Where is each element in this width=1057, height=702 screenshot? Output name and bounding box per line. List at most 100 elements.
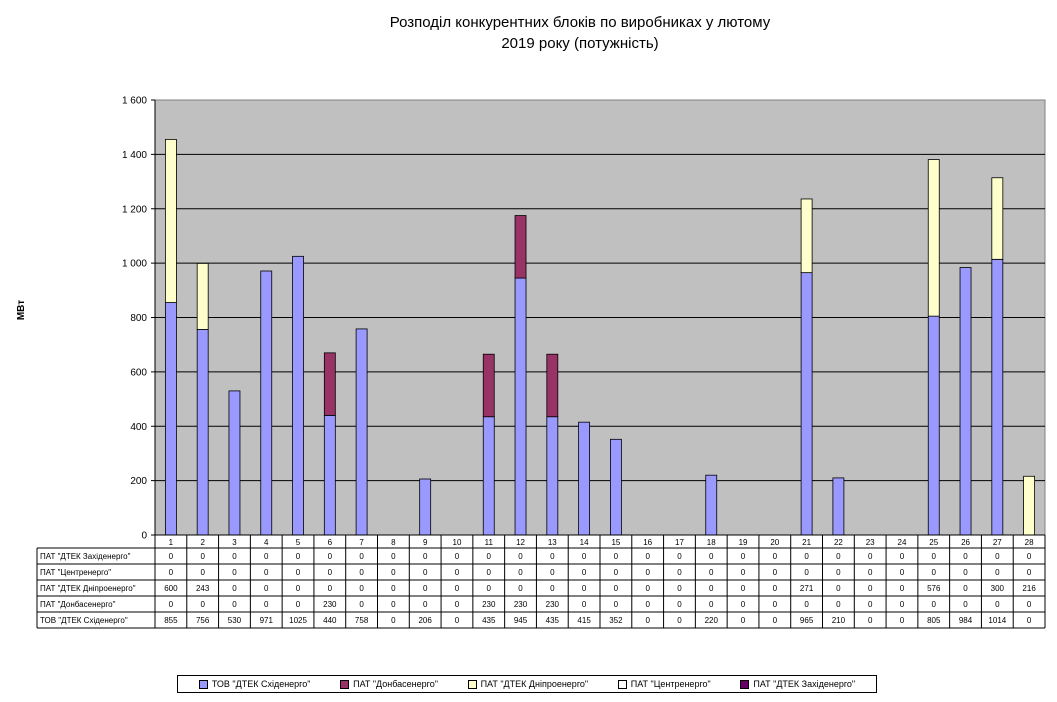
table-cell: 0 bbox=[963, 584, 968, 593]
table-cell: 0 bbox=[804, 600, 809, 609]
table-cell: 0 bbox=[741, 616, 746, 625]
table-row-label: ПАТ "ДТЕК Дніпроенерго" bbox=[40, 584, 136, 593]
table-cell: 0 bbox=[1027, 568, 1032, 577]
table-cell: 352 bbox=[609, 616, 623, 625]
table-cell: 0 bbox=[550, 552, 555, 561]
legend-label: ПАТ "Донбасенерго" bbox=[353, 679, 438, 689]
bar-segment bbox=[546, 416, 559, 536]
bar-segment bbox=[927, 315, 940, 536]
x-tick-label: 7 bbox=[359, 538, 364, 547]
legend-swatch bbox=[617, 679, 627, 689]
table-cell: 0 bbox=[773, 616, 778, 625]
bar-segment bbox=[705, 474, 718, 536]
bar-segment bbox=[355, 328, 368, 536]
table-cell: 0 bbox=[932, 568, 937, 577]
x-tick-label: 28 bbox=[1025, 538, 1034, 547]
x-tick-label: 8 bbox=[391, 538, 396, 547]
table-cell: 0 bbox=[391, 568, 396, 577]
x-tick-label: 12 bbox=[516, 538, 525, 547]
bar-segment bbox=[260, 270, 273, 536]
table-cell: 0 bbox=[614, 552, 619, 561]
table-cell: 0 bbox=[169, 568, 174, 577]
table-cell: 0 bbox=[232, 568, 237, 577]
table-cell: 0 bbox=[709, 584, 714, 593]
x-tick-label: 23 bbox=[866, 538, 875, 547]
table-cell: 0 bbox=[900, 552, 905, 561]
table-cell: 230 bbox=[514, 600, 528, 609]
bar-segment bbox=[991, 258, 1004, 536]
table-cell: 0 bbox=[296, 568, 301, 577]
table-cell: 0 bbox=[200, 600, 205, 609]
table-cell: 216 bbox=[1022, 584, 1036, 593]
x-tick-label: 10 bbox=[453, 538, 462, 547]
table-cell: 0 bbox=[773, 568, 778, 577]
table-cell: 0 bbox=[645, 552, 650, 561]
table-cell: 0 bbox=[423, 568, 428, 577]
table-cell: 0 bbox=[359, 584, 364, 593]
table-cell: 0 bbox=[232, 600, 237, 609]
table-cell: 0 bbox=[518, 552, 523, 561]
table-cell: 0 bbox=[773, 600, 778, 609]
table-cell: 0 bbox=[995, 568, 1000, 577]
table-cell: 0 bbox=[169, 552, 174, 561]
table-cell: 0 bbox=[264, 568, 269, 577]
bar-segment bbox=[609, 438, 622, 536]
table-cell: 0 bbox=[487, 552, 492, 561]
y-axis-label: МВт bbox=[16, 300, 27, 320]
legend-label: ПАТ "ДТЕК Західенерго" bbox=[753, 679, 856, 689]
bar-segment bbox=[1023, 475, 1036, 536]
y-tick-label: 600 bbox=[130, 367, 147, 378]
legend-swatch bbox=[467, 679, 477, 689]
bar-segment bbox=[991, 177, 1004, 260]
table-row-label: ПАТ "ДТЕК Західенерго" bbox=[40, 552, 131, 561]
x-tick-label: 9 bbox=[423, 538, 428, 547]
legend-label: ПАТ "Центренерго" bbox=[630, 679, 711, 689]
table-cell: 0 bbox=[582, 552, 587, 561]
table-cell: 271 bbox=[800, 584, 814, 593]
bar-segment bbox=[546, 353, 559, 418]
table-cell: 0 bbox=[423, 600, 428, 609]
table-cell: 0 bbox=[550, 568, 555, 577]
table-cell: 0 bbox=[614, 584, 619, 593]
table-cell: 0 bbox=[232, 584, 237, 593]
table-cell: 0 bbox=[328, 552, 333, 561]
table-cell: 0 bbox=[995, 600, 1000, 609]
legend-item: ПАТ "ДТЕК Дніпроенерго" bbox=[467, 679, 589, 689]
legend: ТОВ "ДТЕК Східенерго" ПАТ "Донбасенерго" П… bbox=[177, 675, 877, 693]
table-cell: 0 bbox=[868, 584, 873, 593]
table-cell: 0 bbox=[995, 552, 1000, 561]
table-cell: 0 bbox=[455, 584, 460, 593]
table-cell: 435 bbox=[482, 616, 496, 625]
table-cell: 600 bbox=[164, 584, 178, 593]
legend-label: ПАТ "ДТЕК Дніпроенерго" bbox=[480, 679, 589, 689]
x-tick-label: 27 bbox=[993, 538, 1002, 547]
legend-label: ТОВ "ДТЕК Східенерго" bbox=[211, 679, 311, 689]
table-cell: 300 bbox=[991, 584, 1005, 593]
y-tick-label: 400 bbox=[130, 422, 147, 433]
table-cell: 1025 bbox=[289, 616, 307, 625]
table-cell: 0 bbox=[741, 600, 746, 609]
table-cell: 415 bbox=[577, 616, 591, 625]
bar-segment bbox=[832, 477, 845, 536]
bar-segment bbox=[228, 390, 241, 536]
table-cell: 0 bbox=[455, 616, 460, 625]
x-tick-label: 16 bbox=[643, 538, 652, 547]
table-cell: 0 bbox=[582, 568, 587, 577]
table-cell: 965 bbox=[800, 616, 814, 625]
x-tick-label: 22 bbox=[834, 538, 843, 547]
legend-item: ПАТ "Донбасенерго" bbox=[340, 679, 438, 689]
table-cell: 0 bbox=[645, 616, 650, 625]
y-tick-label: 200 bbox=[130, 476, 147, 487]
bar-segment bbox=[323, 414, 336, 536]
table-cell: 210 bbox=[832, 616, 846, 625]
y-tick-label: 0 bbox=[141, 531, 147, 542]
table-cell: 0 bbox=[200, 552, 205, 561]
table-cell: 0 bbox=[455, 568, 460, 577]
table-cell: 0 bbox=[328, 584, 333, 593]
table-cell: 0 bbox=[963, 568, 968, 577]
table-cell: 0 bbox=[963, 600, 968, 609]
table-cell: 0 bbox=[328, 568, 333, 577]
table-cell: 435 bbox=[546, 616, 560, 625]
bar-segment bbox=[800, 272, 813, 536]
